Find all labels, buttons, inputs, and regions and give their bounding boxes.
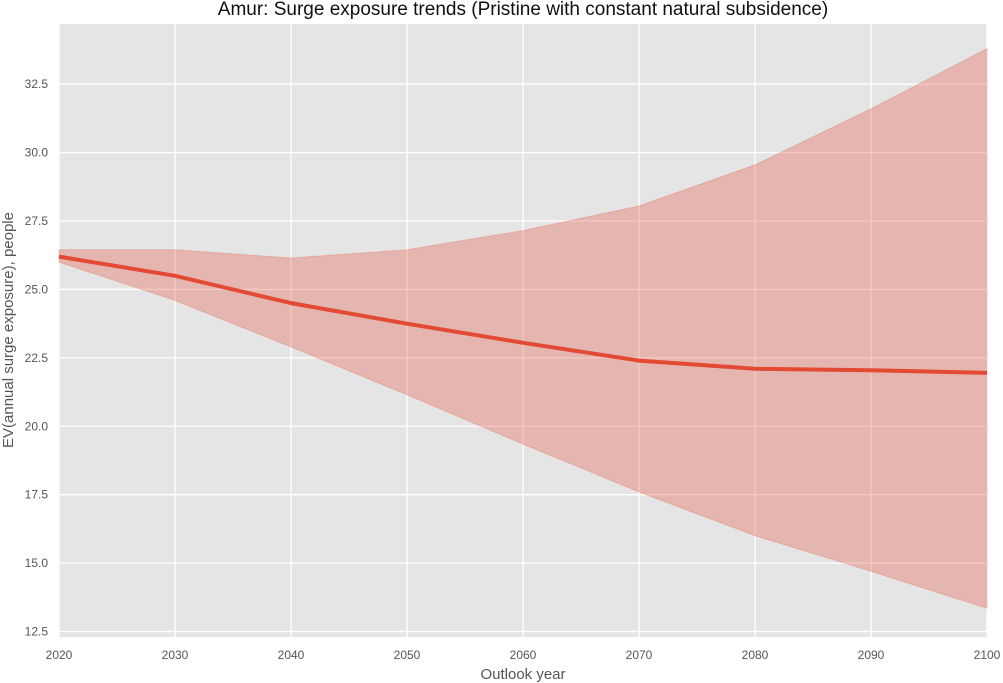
data-point [57, 255, 61, 259]
y-tick-label: 27.5 [25, 214, 49, 228]
data-point [637, 359, 641, 363]
y-tick-label: 15.0 [25, 556, 49, 570]
x-tick-label: 2040 [278, 648, 305, 662]
data-point [405, 322, 409, 326]
y-tick-label: 25.0 [25, 282, 49, 296]
grid-lines [58, 24, 988, 637]
data-point [521, 341, 525, 345]
series-line-layer [58, 254, 988, 375]
x-tick-label: 2070 [626, 648, 653, 662]
x-tick-label: 2020 [46, 648, 73, 662]
y-tick-labels: 12.5 15.0 17.5 20.0 22.5 25.0 27.5 30.0 32.5 [25, 77, 49, 638]
data-point [985, 371, 989, 375]
y-tick-label: 32.5 [25, 77, 49, 91]
y-tick-label: 17.5 [25, 488, 49, 502]
x-tick-label: 2100 [974, 648, 1001, 662]
confidence-band [58, 47, 988, 609]
y-tick-label: 30.0 [25, 146, 49, 160]
x-tick-label: 2050 [394, 648, 421, 662]
x-tick-label: 2080 [742, 648, 769, 662]
confidence-band-layer [58, 47, 988, 609]
y-axis-label: EV(annual surge exposure), people [0, 212, 17, 448]
data-point [869, 368, 873, 372]
series-line [58, 254, 988, 375]
x-axis-label: Outlook year [480, 666, 565, 683]
x-tick-label: 2060 [510, 648, 537, 662]
y-tick-label: 20.0 [25, 419, 49, 433]
y-tick-label: 22.5 [25, 351, 49, 365]
x-tick-label: 2090 [858, 648, 885, 662]
data-point [173, 274, 177, 278]
x-tick-labels: 2020 2030 2040 2050 2060 2070 2080 2090 2100 [46, 648, 1001, 662]
chart-title: Amur: Surge exposure trends (Pristine wi… [218, 0, 828, 20]
data-point [289, 301, 293, 305]
data-point [753, 367, 757, 371]
y-tick-label: 12.5 [25, 625, 49, 639]
x-tick-label: 2030 [162, 648, 189, 662]
